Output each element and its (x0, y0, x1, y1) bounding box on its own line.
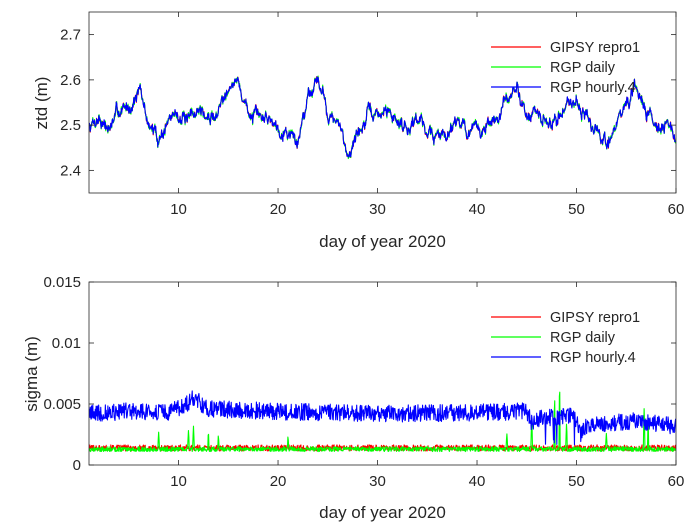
ztd-x-tick-label: 50 (568, 201, 585, 218)
sigma-x-tick-label: 40 (469, 473, 486, 490)
sigma-x-tick-label: 30 (369, 473, 386, 490)
sigma-series-rgp-hourly-4 (89, 390, 676, 446)
ztd-x-axis-title: day of year 2020 (319, 232, 446, 251)
sigma-legend-label: GIPSY repro1 (550, 310, 640, 326)
sigma-y-ticks: 0 0.005 0.01 0.015 (43, 274, 676, 474)
ztd-legend-label: RGP daily (550, 60, 616, 76)
sigma-panel: 10 20 30 40 50 60 0 0.005 0.01 0.015 day of year… (22, 274, 684, 522)
sigma-series-group (89, 390, 676, 453)
sigma-x-tick-label: 20 (270, 473, 287, 490)
ztd-x-tick-label: 30 (369, 201, 386, 218)
ztd-y-tick-label: 2.4 (60, 162, 81, 179)
ztd-y-axis-title: ztd (m) (32, 77, 51, 130)
sigma-x-tick-label: 10 (170, 473, 187, 490)
ztd-legend: GIPSY repro1 RGP daily RGP hourly.4 (491, 40, 640, 96)
ztd-plot-frame (88, 11, 677, 194)
sigma-x-tick-label: 50 (568, 473, 585, 490)
ztd-panel: 10 20 30 40 50 60 2.4 2.5 2.6 2.7 day of year 20… (32, 11, 684, 251)
sigma-y-axis-title: sigma (m) (22, 336, 41, 412)
ztd-x-tick-label: 40 (469, 201, 486, 218)
ztd-x-tick-label: 10 (170, 201, 187, 218)
ztd-y-ticks: 2.4 2.5 2.6 2.7 (60, 27, 676, 179)
sigma-y-tick-label: 0.01 (52, 335, 81, 352)
ztd-x-ticks: 10 20 30 40 50 60 (170, 12, 684, 218)
sigma-legend: GIPSY repro1 RGP daily RGP hourly.4 (491, 310, 640, 366)
sigma-x-tick-label: 60 (668, 473, 685, 490)
sigma-series-rgp-daily (89, 391, 676, 453)
ztd-series-rgp-hourly-4 (89, 76, 676, 158)
sigma-y-tick-label: 0.005 (43, 396, 81, 413)
sigma-legend-label: RGP daily (550, 330, 616, 346)
sigma-plot-frame (88, 281, 677, 466)
ztd-y-tick-label: 2.5 (60, 117, 81, 134)
ztd-legend-label: GIPSY repro1 (550, 40, 640, 56)
ztd-y-tick-label: 2.7 (60, 27, 81, 44)
ztd-x-tick-label: 20 (270, 201, 287, 218)
ztd-legend-label: RGP hourly.4 (550, 80, 636, 96)
sigma-x-axis-title: day of year 2020 (319, 503, 446, 522)
sigma-y-tick-label: 0.015 (43, 274, 81, 291)
sigma-legend-label: RGP hourly.4 (550, 350, 636, 366)
sigma-x-ticks: 10 20 30 40 50 60 (170, 282, 684, 490)
ztd-x-tick-label: 60 (668, 201, 685, 218)
ztd-series-group (89, 75, 676, 160)
ztd-y-tick-label: 2.6 (60, 72, 81, 89)
sigma-y-tick-label: 0 (73, 457, 81, 474)
